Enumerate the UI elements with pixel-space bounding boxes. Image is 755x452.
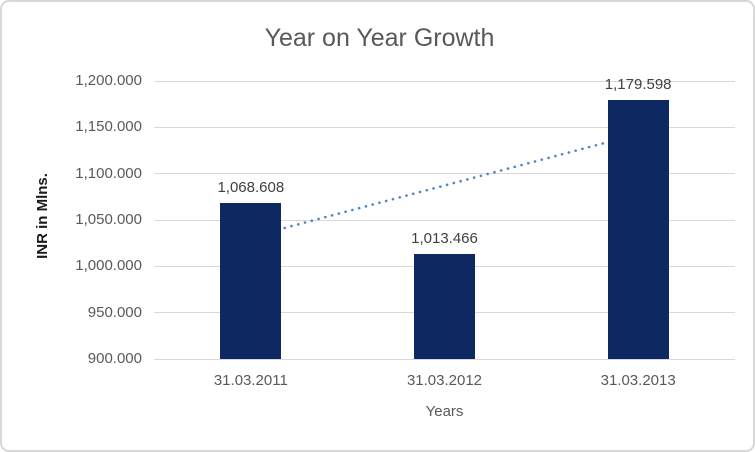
bar-31.03.2013[interactable]	[607, 99, 669, 359]
gridline	[154, 173, 735, 175]
category-label: 31.03.2012	[406, 372, 483, 389]
gridline	[154, 219, 735, 221]
data-label: 1,068.608	[217, 178, 285, 196]
bar-31.03.2011[interactable]	[220, 202, 282, 359]
gridline	[154, 80, 735, 82]
chart-title: Year on Year Growth	[264, 24, 495, 52]
category-label: 31.03.2011	[213, 372, 288, 389]
y-tick-label: 950.000	[87, 303, 142, 321]
x-axis-title: Years	[425, 403, 464, 420]
y-tick-label: 1,200.000	[75, 72, 142, 89]
data-label: 1,179.598	[604, 75, 672, 93]
gridline	[154, 358, 735, 360]
gridline	[154, 126, 735, 128]
y-tick-label: 1,050.000	[75, 211, 142, 228]
bar-31.03.2012[interactable]	[414, 253, 475, 359]
y-tick-label: 1,000.000	[75, 257, 142, 275]
y-tick-label: 1,150.000	[75, 118, 142, 136]
data-label: 1,013.466	[411, 229, 478, 247]
y-tick-label: 900.000	[87, 350, 142, 367]
y-tick-label: 1,100.000	[75, 164, 142, 182]
category-label: 31.03.2013	[600, 372, 676, 389]
